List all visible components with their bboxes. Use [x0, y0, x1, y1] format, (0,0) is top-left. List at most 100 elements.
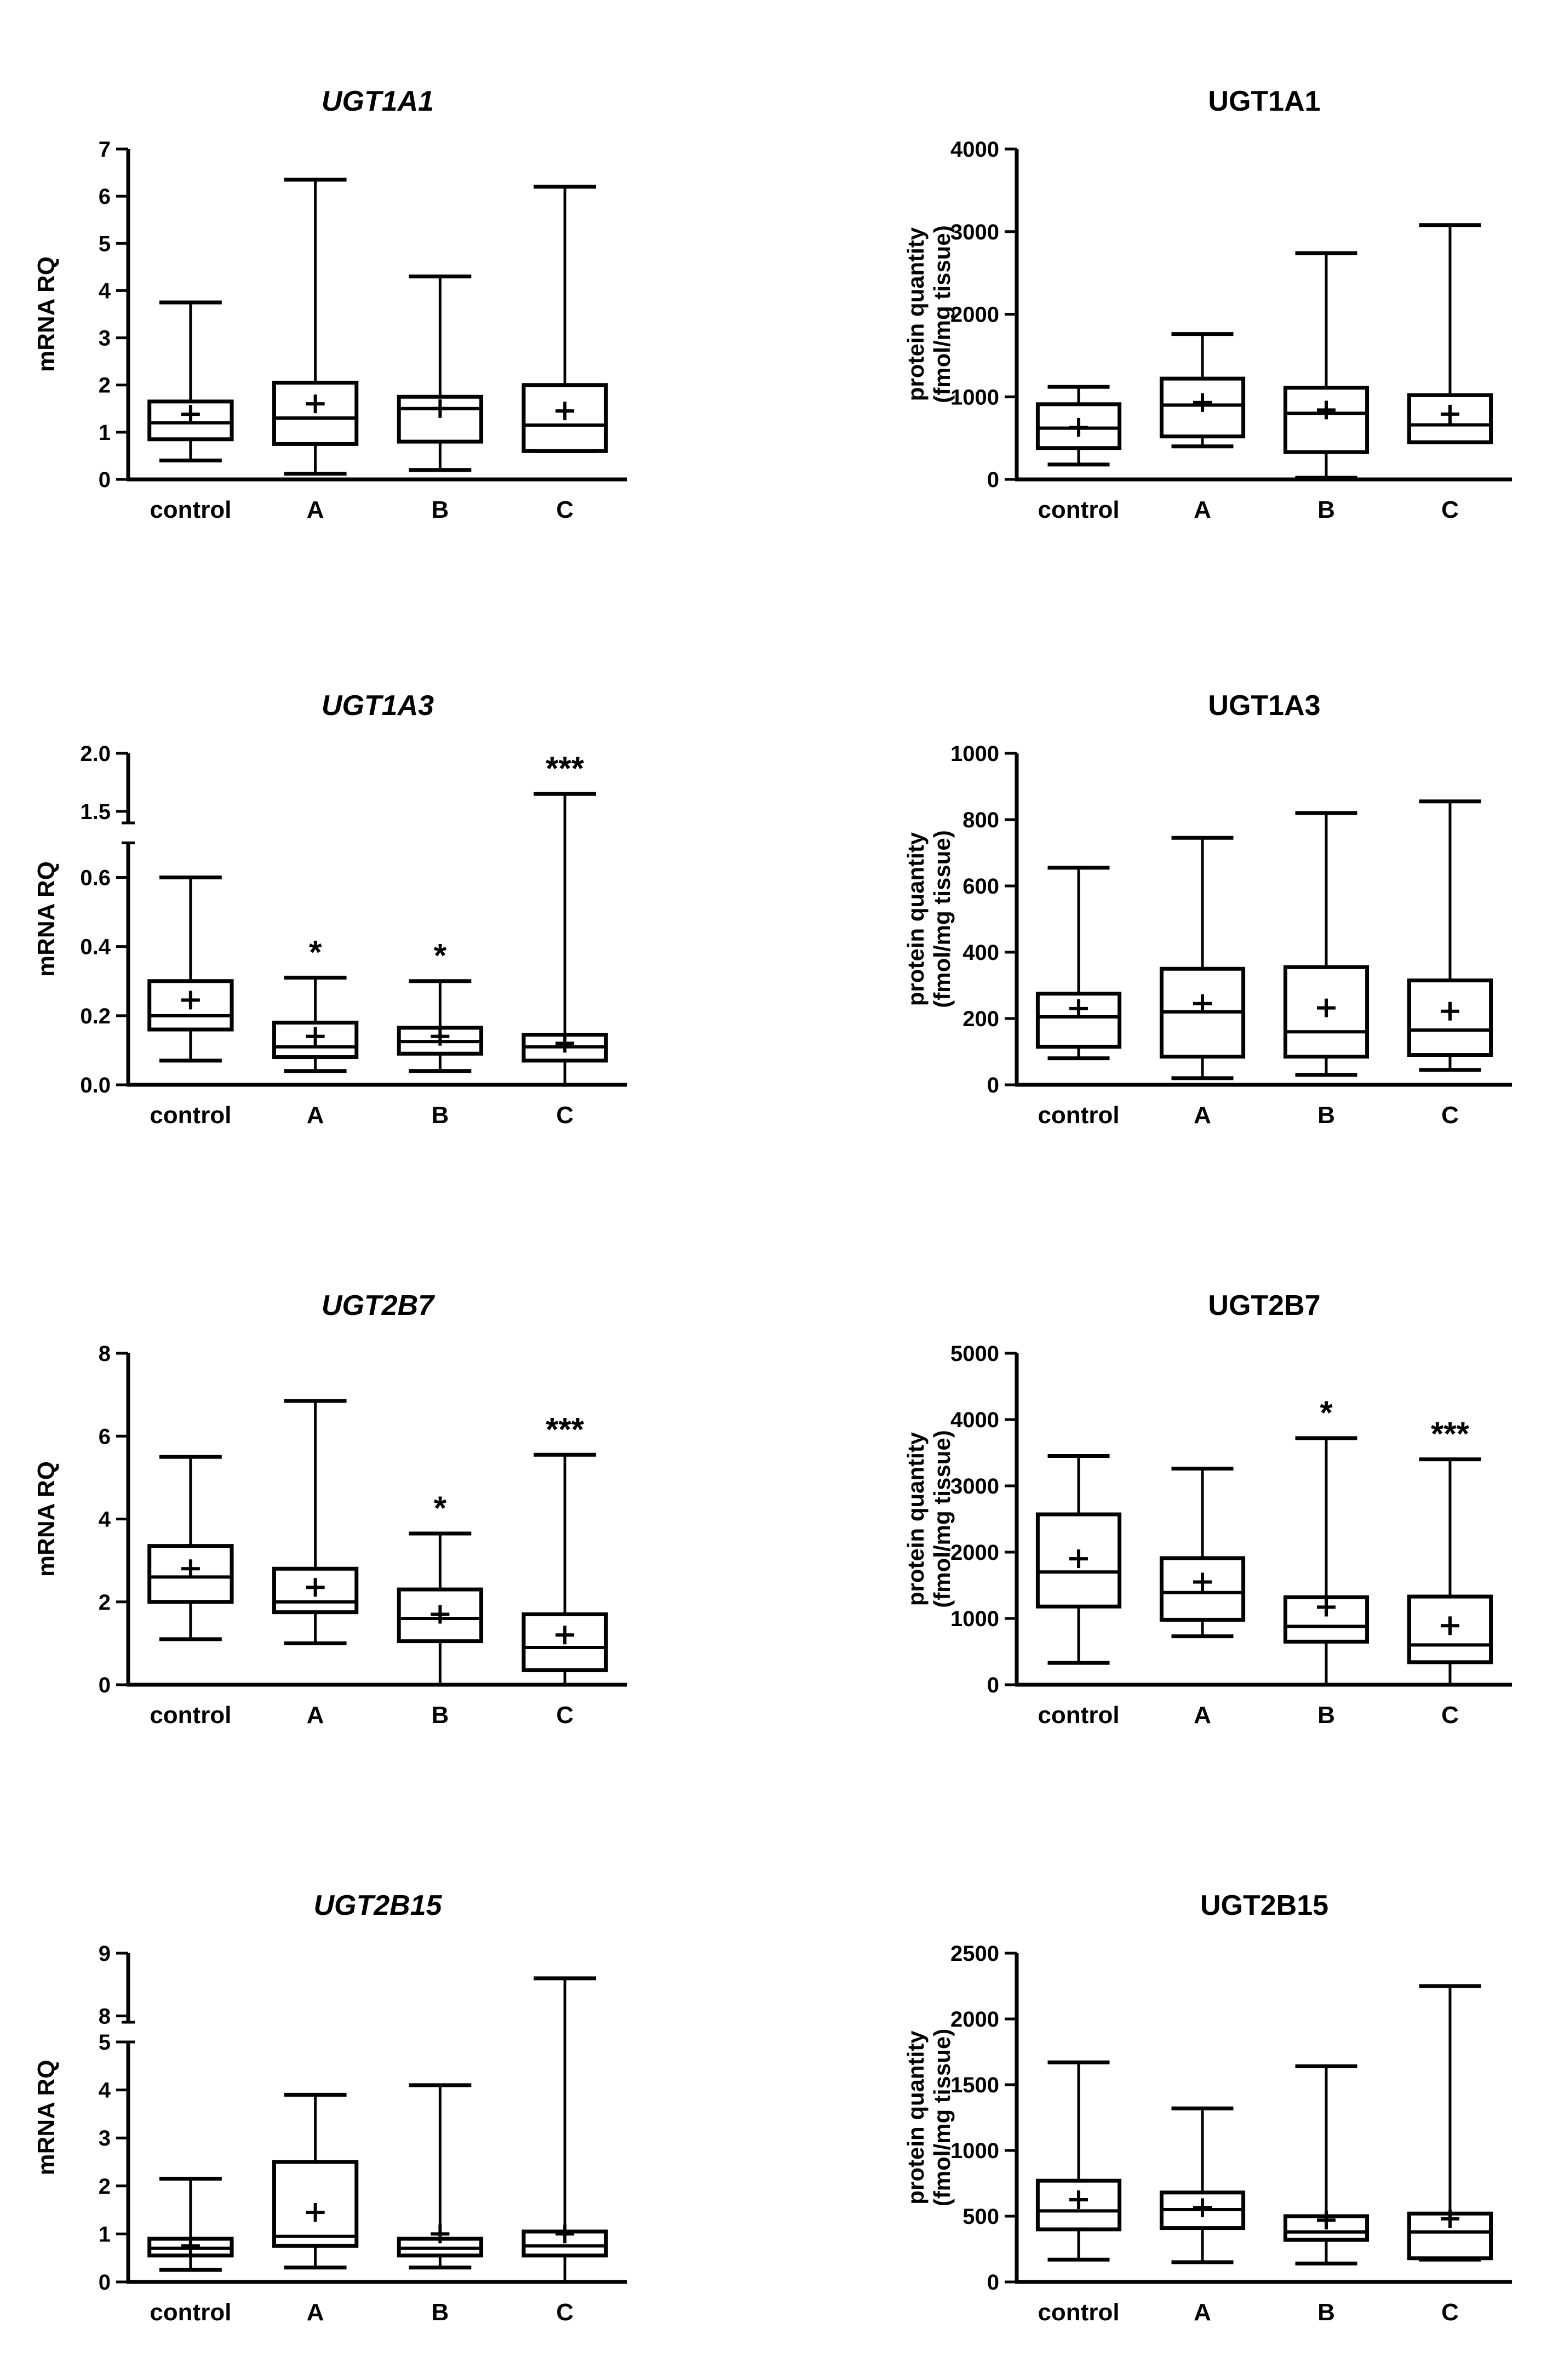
chart-panel-2: UGT1A1 protein quantity (fmol/mg tissue) 0 1…	[903, 85, 1512, 523]
y-tick-label: 2000	[950, 2007, 999, 2032]
y-tick-label: 0	[99, 1673, 111, 1697]
y-axis-label-units: (fmol/mg tissue)	[929, 1430, 955, 1607]
box-a	[272, 178, 359, 476]
box-b	[397, 979, 484, 1073]
box-control	[1035, 2060, 1122, 2262]
x-tick-label: A	[307, 2299, 324, 2326]
box-control	[147, 2177, 234, 2272]
x-tick-label: control	[150, 2299, 231, 2326]
chart-panel-4: UGT1A3 protein quantity (fmol/mg tissue) 0 2…	[903, 690, 1512, 1129]
box-c	[1407, 1984, 1493, 2262]
box-control	[147, 300, 234, 463]
box-b	[1283, 251, 1370, 480]
significance-marker: *	[434, 1490, 447, 1526]
box-b	[1283, 2064, 1370, 2265]
box-control	[1035, 866, 1122, 1061]
y-tick-label: 1000	[950, 1607, 999, 1631]
x-tick-label: C	[556, 1702, 574, 1729]
x-tick-label: B	[431, 1102, 449, 1129]
box-c	[522, 1976, 608, 2284]
box-control	[1035, 385, 1122, 467]
chart-title: UGT1A1	[322, 85, 434, 117]
chart-title: UGT1A1	[1208, 85, 1320, 117]
y-tick-label: 1.5	[80, 800, 111, 824]
x-tick-label: C	[556, 496, 574, 523]
y-tick-label: 6	[99, 185, 111, 209]
y-axis-label-units: (fmol/mg tissue)	[929, 830, 955, 1008]
x-tick-label: C	[1441, 1102, 1459, 1129]
x-tick-label: control	[150, 1702, 231, 1729]
y-tick-label: 2000	[950, 1541, 999, 1565]
y-axis-label: mRNA RQ	[33, 1461, 60, 1577]
box-c	[1407, 1457, 1493, 1687]
y-tick-label: 200	[962, 1007, 999, 1031]
x-tick-label: A	[1194, 496, 1211, 523]
y-tick-label: 0	[987, 2270, 999, 2295]
y-tick-label: 8	[99, 1342, 111, 1366]
y-tick-label: 4000	[950, 138, 999, 162]
x-tick-label: control	[1038, 496, 1119, 523]
y-axis-label: mRNA RQ	[33, 256, 60, 372]
iqr-box	[1407, 978, 1493, 1057]
y-tick-label: 1	[99, 421, 111, 445]
box-c	[1407, 223, 1493, 444]
significance-marker: *	[434, 937, 447, 974]
chart-title: UGT2B15	[1200, 1890, 1328, 1921]
box-a	[1159, 332, 1246, 449]
iqr-box	[1035, 2178, 1122, 2232]
chart-title: UGT2B15	[313, 1890, 442, 1921]
chart-title: UGT2B7	[322, 1290, 435, 1321]
y-axis-label-units: (fmol/mg tissue)	[929, 225, 955, 403]
y-tick-label: 2000	[950, 303, 999, 327]
significance-marker: ***	[1431, 1416, 1470, 1452]
y-axis-label: mRNA RQ	[33, 2059, 60, 2175]
box-b	[1283, 811, 1370, 1077]
chart-title: UGT2B7	[1208, 1290, 1320, 1321]
x-tick-label: A	[307, 1102, 324, 1129]
iqr-box	[522, 383, 608, 453]
y-tick-label: 0.0	[80, 1073, 111, 1097]
x-tick-label: C	[556, 1102, 574, 1129]
chart-panel-8: UGT2B15 protein quantity (fmol/mg tissue) 0…	[903, 1890, 1512, 2326]
x-tick-label: B	[431, 496, 449, 523]
y-tick-label: 4	[99, 2079, 111, 2103]
y-axis-label: mRNA RQ	[33, 861, 60, 977]
x-tick-label: C	[1441, 1702, 1459, 1729]
y-tick-label: 8	[99, 2005, 111, 2029]
box-a	[272, 2092, 359, 2270]
x-tick-label: control	[1038, 1102, 1119, 1129]
x-tick-label: A	[307, 496, 324, 523]
y-tick-label: 0.4	[80, 935, 111, 959]
y-tick-label: 1000	[950, 2139, 999, 2163]
x-tick-label: control	[1038, 1702, 1119, 1729]
chart-panel-6: UGT2B7 protein quantity (fmol/mg tissue) 0 1…	[903, 1290, 1512, 1729]
box-b	[1283, 1436, 1370, 1687]
y-axis-label: protein quantity	[903, 1432, 929, 1606]
x-tick-label: B	[1317, 1102, 1335, 1129]
y-tick-label: 800	[962, 808, 999, 832]
x-tick-label: B	[431, 1702, 449, 1729]
chart-title: UGT1A3	[1208, 690, 1320, 722]
y-tick-label: 0	[987, 468, 999, 492]
box-b	[397, 2083, 484, 2270]
y-tick-label: 7	[99, 138, 111, 162]
x-tick-label: C	[556, 2299, 574, 2326]
y-tick-label: 1	[99, 2222, 111, 2246]
chart-panel-3: UGT1A3 mRNA RQ 0.0 0.2 0.4 0.6 1.5 2.0 control A *…	[33, 690, 627, 1129]
x-tick-label: B	[1317, 2299, 1335, 2326]
y-tick-label: 600	[962, 874, 999, 899]
box-c	[522, 792, 608, 1087]
x-tick-label: A	[1194, 1702, 1211, 1729]
box-control	[147, 1455, 234, 1641]
y-tick-label: 0	[99, 2270, 111, 2295]
x-tick-label: A	[307, 1702, 324, 1729]
y-tick-label: 2	[99, 374, 111, 398]
y-tick-label: 0.6	[80, 866, 111, 890]
y-tick-label: 1500	[950, 2073, 999, 2097]
y-tick-label: 3000	[950, 1474, 999, 1498]
significance-marker: ***	[546, 750, 585, 787]
x-tick-label: control	[150, 1102, 231, 1129]
x-tick-label: C	[1441, 496, 1459, 523]
y-axis-label: protein quantity	[903, 832, 929, 1006]
